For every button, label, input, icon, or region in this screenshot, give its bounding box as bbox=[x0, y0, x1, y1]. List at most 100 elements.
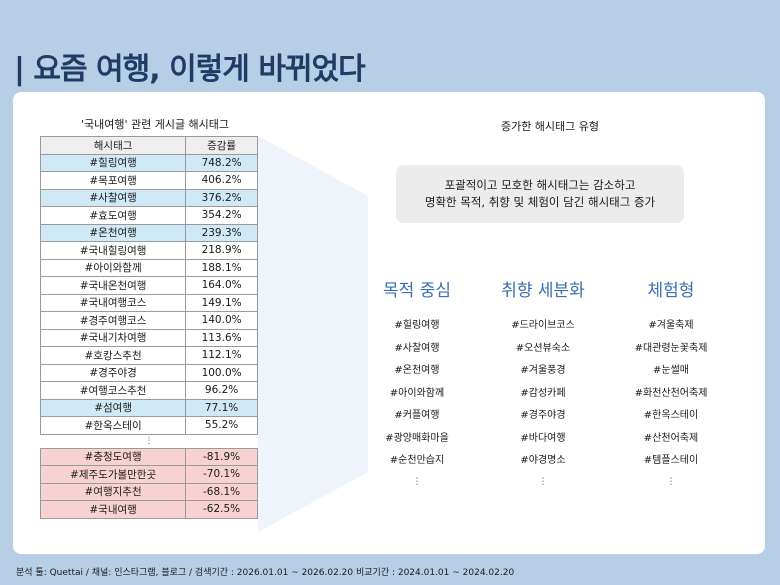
rate-cell: 149.1% bbox=[185, 293, 258, 312]
category-item: #바다여행 bbox=[520, 432, 566, 444]
page-title: | 요즘 여행, 이렇게 바뀌었다 bbox=[14, 52, 366, 87]
hashtag-cell: #제주도가볼만한곳 bbox=[39, 465, 187, 484]
table-body: #힐링여행 748.2% #목포여행 406.2% #사찰여행 376.2% #효도여행 35… bbox=[39, 153, 258, 519]
connector-shape bbox=[258, 136, 368, 532]
category-item: #사찰여행 bbox=[394, 342, 440, 354]
rate-cell: 376.2% bbox=[185, 188, 258, 207]
table-header-row: 해시태그 증감률 bbox=[39, 136, 258, 155]
table-row: #여행코스추천 96.2% bbox=[39, 381, 258, 400]
category-item: #드라이브코스 bbox=[511, 320, 575, 331]
category-title: 체험형 bbox=[647, 281, 695, 301]
more-indicator: ⋮ bbox=[412, 476, 422, 487]
table-row: #호캉스추천 112.1% bbox=[39, 346, 258, 365]
hashtag-cell: #국내기차여행 bbox=[39, 328, 187, 347]
rate-cell: 55.2% bbox=[185, 416, 258, 435]
rate-cell: 164.0% bbox=[185, 276, 258, 295]
summary-note-line-1: 포괄적이고 모호한 해시태그는 감소하고 bbox=[444, 178, 636, 192]
table-row: #국내온천여행 164.0% bbox=[39, 276, 258, 295]
rate-cell: 100.0% bbox=[185, 363, 258, 382]
table-row: #여행지추천 -68.1% bbox=[39, 482, 258, 501]
category-item: #겨울풍경 bbox=[520, 365, 566, 376]
hashtag-cell: #호캉스추천 bbox=[39, 346, 187, 365]
hashtag-cell: #국내온천여행 bbox=[39, 276, 187, 295]
rate-cell: 96.2% bbox=[185, 381, 258, 400]
more-indicator: ⋮ bbox=[666, 476, 676, 487]
hashtag-cell: #온천여행 bbox=[39, 223, 187, 242]
types-heading: 증가한 해시태그 유형 bbox=[500, 120, 600, 133]
hashtag-cell: #효도여행 bbox=[39, 206, 187, 225]
gap-indicator: ⋮ bbox=[144, 436, 154, 446]
table-row: #국내기차여행 113.6% bbox=[39, 328, 258, 347]
category-column-experience: 체험형 #겨울축제 #대관령눈꽃축제 #눈썰매 #화천산천어축제 #한옥스테이 … bbox=[611, 276, 731, 487]
hashtag-cell: #사찰여행 bbox=[39, 188, 187, 207]
rate-cell: 218.9% bbox=[185, 241, 258, 260]
rate-cell: -68.1% bbox=[185, 482, 258, 501]
rate-cell: 140.0% bbox=[185, 311, 258, 330]
hashtag-cell: #충청도여행 bbox=[39, 447, 187, 466]
table-row: #온천여행 239.3% bbox=[39, 223, 258, 242]
category-title: 취향 세분화 bbox=[501, 281, 585, 301]
category-item: #화천산천어축제 bbox=[634, 387, 708, 399]
category-column-purpose: 목적 중심 #힐링여행 #사찰여행 #온천여행 #아이와함께 #커플여행 #광양… bbox=[357, 276, 477, 487]
category-item: #한옥스테이 bbox=[643, 410, 699, 421]
category-item: #아이와함께 bbox=[389, 387, 445, 399]
rate-cell: 113.6% bbox=[185, 328, 258, 347]
more-indicator: ⋮ bbox=[538, 476, 548, 487]
hashtag-cell: #국내여행코스 bbox=[39, 293, 187, 312]
rate-cell: 112.1% bbox=[185, 346, 258, 365]
table-row: #한옥스테이 55.2% bbox=[39, 416, 258, 435]
category-item: #겨울축제 bbox=[648, 320, 694, 331]
category-item: #대관령눈꽃축제 bbox=[634, 342, 708, 354]
hashtag-cell: #목포여행 bbox=[39, 171, 187, 190]
table-row: #아이와함께 188.1% bbox=[39, 258, 258, 277]
rate-cell: -70.1% bbox=[185, 465, 258, 484]
table-row: #국내여행코스 149.1% bbox=[39, 293, 258, 312]
table-row: #국내힐링여행 218.9% bbox=[39, 241, 258, 260]
hashtag-cell: #아이와함께 bbox=[39, 258, 187, 277]
category-column-taste: 취향 세분화 #드라이브코스 #오션뷰숙소 #겨울풍경 #감성카페 #경주야경 … bbox=[483, 276, 603, 487]
category-item: #산천어축제 bbox=[643, 432, 699, 444]
category-item: #야경명소 bbox=[520, 455, 566, 466]
column-header-rate: 증감률 bbox=[185, 136, 258, 155]
category-item: #감성카페 bbox=[520, 387, 566, 399]
table-heading: '국내여행' 관련 게시글 해시태그 bbox=[80, 118, 230, 131]
hashtag-cell: #여행지추천 bbox=[39, 482, 187, 501]
hashtag-cell: #국내여행 bbox=[39, 500, 187, 519]
table-row: #목포여행 406.2% bbox=[39, 171, 258, 190]
hashtag-cell: #섬여행 bbox=[39, 398, 187, 417]
summary-note: 포괄적이고 모호한 해시태그는 감소하고 명확한 목적, 취향 및 체험이 담긴… bbox=[396, 165, 684, 223]
table-row: #국내여행 -62.5% bbox=[39, 500, 258, 519]
category-item: #커플여행 bbox=[394, 410, 440, 421]
table-row: #경주여행코스 140.0% bbox=[39, 311, 258, 330]
rate-cell: 354.2% bbox=[185, 206, 258, 225]
summary-note-line-2: 명확한 목적, 취향 및 체험이 담긴 해시태그 증가 bbox=[424, 195, 656, 209]
table-row: #효도여행 354.2% bbox=[39, 206, 258, 225]
hashtag-table: 해시태그 증감률 #힐링여행 748.2% #목포여행 406.2% #사찰여행 376.… bbox=[39, 136, 258, 519]
hashtag-cell: #여행코스추천 bbox=[39, 381, 187, 400]
category-item: #광양매화마을 bbox=[385, 432, 449, 444]
hashtag-cell: #경주야경 bbox=[39, 363, 187, 382]
rate-cell: -62.5% bbox=[185, 500, 258, 519]
rate-cell: 239.3% bbox=[185, 223, 258, 242]
category-item: #순천만습지 bbox=[389, 455, 445, 466]
category-item: #경주야경 bbox=[520, 410, 566, 421]
hashtag-cell: #한옥스테이 bbox=[39, 416, 187, 435]
category-item: #눈썰매 bbox=[653, 365, 689, 376]
table-row: #경주야경 100.0% bbox=[39, 363, 258, 382]
table-row: #충청도여행 -81.9% bbox=[39, 447, 258, 466]
hashtag-cell: #경주여행코스 bbox=[39, 311, 187, 330]
category-item: #온천여행 bbox=[394, 365, 440, 376]
table-gap-row: ⋮ bbox=[41, 434, 258, 448]
table-row: #섬여행 77.1% bbox=[39, 398, 258, 417]
column-header-hashtag: 해시태그 bbox=[39, 136, 187, 155]
category-title: 목적 중심 bbox=[383, 281, 451, 301]
rate-cell: 77.1% bbox=[185, 398, 258, 417]
category-item: #힐링여행 bbox=[394, 320, 440, 331]
hashtag-cell: #힐링여행 bbox=[39, 153, 187, 172]
hashtag-cell: #국내힐링여행 bbox=[39, 241, 187, 260]
rate-cell: 188.1% bbox=[185, 258, 258, 277]
rate-cell: -81.9% bbox=[185, 447, 258, 466]
category-item: #오션뷰숙소 bbox=[515, 342, 571, 354]
source-footer: 분석 툴: Quettai / 채널: 인스타그램, 블로그 / 검색기간 : … bbox=[16, 568, 515, 578]
rate-cell: 406.2% bbox=[185, 171, 258, 190]
